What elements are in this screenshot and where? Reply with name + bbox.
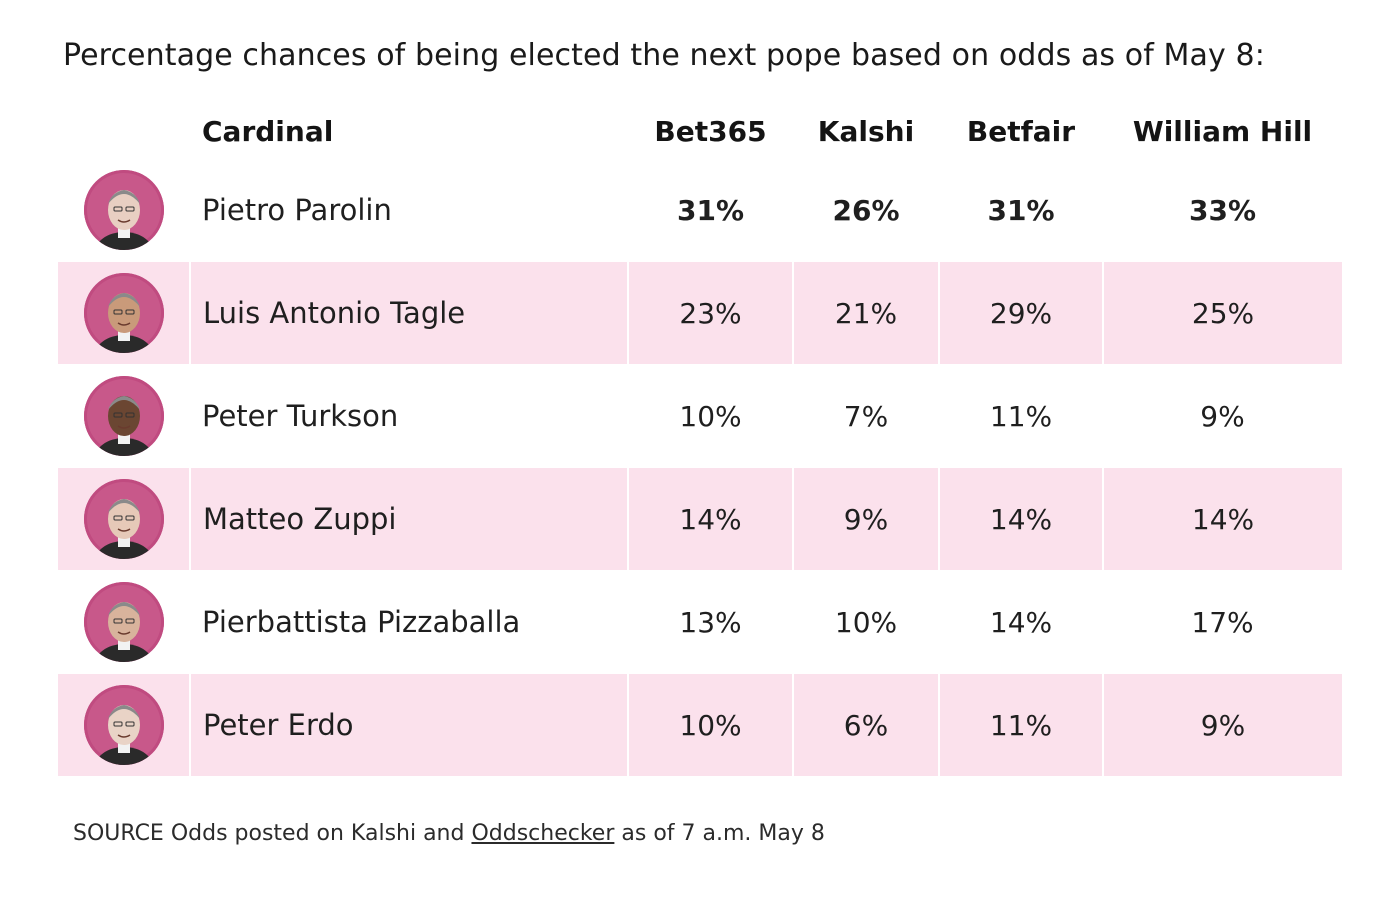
odds-kalshi: 21% bbox=[793, 261, 940, 365]
odds-bet365: 14% bbox=[628, 467, 794, 571]
cardinal-name: Matteo Zuppi bbox=[190, 467, 629, 571]
table-row: Luis Antonio Tagle 23% 21% 29% 25% bbox=[58, 261, 1342, 365]
header-photo bbox=[58, 103, 190, 159]
odds-bet365: 10% bbox=[679, 399, 742, 433]
table-row: Pietro Parolin 31% 26% 31% 33% bbox=[58, 159, 1342, 262]
odds-kalshi: 26% bbox=[832, 193, 900, 227]
cardinal-name: Luis Antonio Tagle bbox=[190, 261, 629, 365]
odds-kalshi: 10% bbox=[834, 605, 898, 639]
cardinal-portrait-icon bbox=[83, 479, 164, 559]
table-body: Pietro Parolin 31% 26% 31% 33% Luis Antonio T… bbox=[58, 159, 1342, 777]
table-row: Pierbattista Pizzaballa 13% 10% 14% 17% bbox=[58, 571, 1342, 674]
odds-kalshi: 9% bbox=[793, 467, 940, 571]
header-cardinal: Cardinal bbox=[202, 114, 334, 148]
cardinal-name: Pietro Parolin bbox=[202, 193, 392, 227]
source-prefix: SOURCE Odds posted on Kalshi and bbox=[73, 821, 472, 846]
odds-betfair: 31% bbox=[987, 193, 1055, 227]
odds-kalshi: 7% bbox=[843, 399, 889, 433]
header-bet365: Bet365 bbox=[654, 114, 767, 148]
odds-william-hill: 17% bbox=[1191, 605, 1254, 639]
table-row: Peter Turkson 10% 7% 11% 9% bbox=[58, 365, 1342, 468]
odds-kalshi: 6% bbox=[793, 673, 940, 777]
header-kalshi: Kalshi bbox=[817, 114, 915, 148]
odds-betfair: 14% bbox=[989, 605, 1053, 639]
odds-william-hill: 14% bbox=[1103, 467, 1342, 571]
photo-cell bbox=[58, 571, 190, 674]
source-suffix: as of 7 a.m. May 8 bbox=[614, 821, 825, 846]
odds-william-hill: 33% bbox=[1188, 193, 1257, 227]
table-row: Peter Erdo 10% 6% 11% 9% bbox=[58, 673, 1342, 777]
cardinal-portrait-icon bbox=[83, 273, 164, 353]
odds-betfair: 14% bbox=[939, 467, 1104, 571]
photo-cell bbox=[58, 673, 191, 777]
odds-bet365: 10% bbox=[628, 673, 794, 777]
photo-cell bbox=[58, 467, 191, 571]
cardinal-name: Peter Turkson bbox=[202, 399, 399, 433]
cardinal-name: Peter Erdo bbox=[190, 673, 629, 777]
cardinal-name: Pierbattista Pizzaballa bbox=[202, 605, 521, 639]
cardinal-portrait-icon bbox=[84, 582, 164, 662]
table-row: Matteo Zuppi 14% 9% 14% 14% bbox=[58, 467, 1342, 571]
odds-william-hill: 9% bbox=[1103, 673, 1342, 777]
odds-table: Cardinal Bet365 Kalshi Betfair William H… bbox=[58, 103, 1342, 777]
header-row: Cardinal Bet365 Kalshi Betfair William H… bbox=[58, 103, 1342, 159]
odds-bet365: 13% bbox=[679, 605, 742, 639]
odds-bet365: 23% bbox=[628, 261, 794, 365]
odds-william-hill: 25% bbox=[1103, 261, 1342, 365]
cardinal-portrait-icon bbox=[84, 170, 164, 250]
cardinal-portrait-icon bbox=[83, 685, 164, 765]
source-link-oddschecker[interactable]: Oddschecker bbox=[471, 821, 615, 846]
odds-william-hill: 9% bbox=[1200, 399, 1245, 433]
header-betfair: Betfair bbox=[966, 114, 1076, 148]
odds-betfair: 29% bbox=[939, 261, 1104, 365]
chart-title: Percentage chances of being elected the … bbox=[63, 38, 1265, 73]
odds-betfair: 11% bbox=[989, 399, 1053, 433]
photo-cell bbox=[58, 365, 190, 468]
odds-betfair: 11% bbox=[939, 673, 1104, 777]
photo-cell bbox=[58, 159, 190, 262]
photo-cell bbox=[58, 261, 191, 365]
odds-bet365: 31% bbox=[676, 193, 745, 227]
cardinal-portrait-icon bbox=[84, 376, 164, 456]
header-william-hill: William Hill bbox=[1132, 114, 1313, 148]
source-note: SOURCE Odds posted on Kalshi and Oddsche… bbox=[73, 821, 825, 846]
